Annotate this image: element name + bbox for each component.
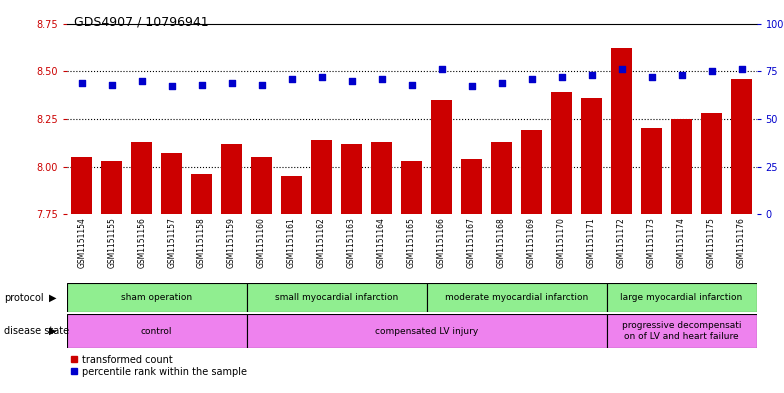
Point <box>615 66 628 72</box>
Bar <box>131 142 152 214</box>
Point <box>495 79 508 86</box>
Bar <box>461 159 482 214</box>
Bar <box>607 283 757 312</box>
Point <box>285 76 298 82</box>
Text: GSM1151163: GSM1151163 <box>347 218 356 268</box>
Bar <box>67 283 247 312</box>
Legend: transformed count, percentile rank within the sample: transformed count, percentile rank withi… <box>71 354 247 376</box>
Text: compensated LV injury: compensated LV injury <box>375 327 478 336</box>
Point <box>435 66 448 72</box>
Text: GSM1151175: GSM1151175 <box>707 218 716 268</box>
Bar <box>67 314 247 348</box>
Bar <box>191 174 212 214</box>
Bar <box>731 79 752 214</box>
Text: GSM1151168: GSM1151168 <box>497 218 506 268</box>
Bar <box>247 283 426 312</box>
Text: GSM1151162: GSM1151162 <box>317 218 326 268</box>
Bar <box>311 140 332 214</box>
Bar <box>281 176 302 214</box>
Text: moderate myocardial infarction: moderate myocardial infarction <box>445 293 588 302</box>
Text: GSM1151160: GSM1151160 <box>257 218 266 268</box>
Point <box>136 78 148 84</box>
Bar <box>607 314 757 348</box>
Bar <box>431 100 452 214</box>
Text: GSM1151154: GSM1151154 <box>77 218 86 268</box>
Bar <box>491 142 512 214</box>
Text: large myocardial infarction: large myocardial infarction <box>620 293 742 302</box>
Text: GSM1151157: GSM1151157 <box>167 218 176 268</box>
Text: sham operation: sham operation <box>121 293 192 302</box>
Point <box>586 72 598 78</box>
Bar <box>551 92 572 214</box>
Point <box>105 81 118 88</box>
Text: GSM1151173: GSM1151173 <box>647 218 656 268</box>
Bar <box>101 161 122 214</box>
Point <box>555 74 568 80</box>
Point <box>735 66 748 72</box>
Point <box>466 83 478 90</box>
Text: GSM1151158: GSM1151158 <box>197 218 206 268</box>
Bar <box>71 157 93 214</box>
Bar <box>221 144 242 214</box>
Text: progressive decompensati
on of LV and heart failure: progressive decompensati on of LV and he… <box>622 321 742 341</box>
Text: GSM1151172: GSM1151172 <box>617 218 626 268</box>
Bar <box>162 153 182 214</box>
Point <box>225 79 238 86</box>
Bar <box>641 129 662 214</box>
Text: GSM1151170: GSM1151170 <box>557 218 566 268</box>
Text: GSM1151165: GSM1151165 <box>407 218 416 268</box>
Text: ▶: ▶ <box>49 293 57 303</box>
Text: GSM1151169: GSM1151169 <box>527 218 536 268</box>
Text: disease state: disease state <box>4 326 69 336</box>
Point <box>165 83 178 90</box>
Bar <box>581 98 602 214</box>
Point <box>345 78 358 84</box>
Point <box>75 79 88 86</box>
Point <box>675 72 688 78</box>
Text: protocol: protocol <box>4 293 44 303</box>
Text: GSM1151159: GSM1151159 <box>227 218 236 268</box>
Point <box>195 81 208 88</box>
Bar <box>611 48 632 214</box>
Text: GSM1151174: GSM1151174 <box>677 218 686 268</box>
Text: small myocardial infarction: small myocardial infarction <box>275 293 398 302</box>
Text: GSM1151167: GSM1151167 <box>467 218 476 268</box>
Bar <box>371 142 392 214</box>
Point <box>256 81 268 88</box>
Text: GSM1151161: GSM1151161 <box>287 218 296 268</box>
Bar <box>426 283 607 312</box>
Point <box>376 76 388 82</box>
Point <box>645 74 658 80</box>
Bar <box>671 119 692 214</box>
Bar <box>521 130 542 214</box>
Text: GSM1151176: GSM1151176 <box>737 218 746 268</box>
Text: GSM1151166: GSM1151166 <box>437 218 446 268</box>
Point <box>706 68 718 74</box>
Text: GDS4907 / 10796941: GDS4907 / 10796941 <box>74 16 209 29</box>
Text: GSM1151155: GSM1151155 <box>107 218 116 268</box>
Bar <box>251 157 272 214</box>
Text: control: control <box>141 327 172 336</box>
Bar <box>341 144 362 214</box>
Text: GSM1151156: GSM1151156 <box>137 218 146 268</box>
Text: GSM1151171: GSM1151171 <box>587 218 596 268</box>
Point <box>525 76 538 82</box>
Text: GSM1151164: GSM1151164 <box>377 218 386 268</box>
Point <box>315 74 328 80</box>
Bar <box>247 314 607 348</box>
Bar <box>401 161 422 214</box>
Point <box>405 81 418 88</box>
Text: ▶: ▶ <box>49 326 57 336</box>
Bar <box>701 113 722 214</box>
